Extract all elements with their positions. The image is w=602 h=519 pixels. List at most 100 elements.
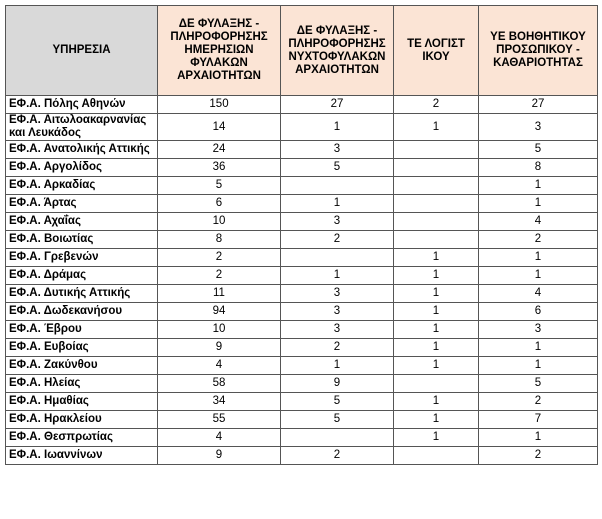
staff-count: 1 xyxy=(393,248,479,267)
staff-count: 2 xyxy=(157,266,281,285)
table-row: ΕΦ.Α. Αργολίδος 36 5 8 xyxy=(5,158,598,177)
office-name: ΕΦ.Α. Ευβοίας xyxy=(5,338,158,357)
staff-count: 1 xyxy=(393,302,479,321)
table-row: ΕΦ.Α. Άρτας 6 1 1 xyxy=(5,194,598,213)
table-row: ΕΦ.Α. Πόλης Αθηνών 150 27 2 27 xyxy=(5,95,598,114)
table-row: ΕΦ.Α. Δυτικής Αττικής 11 3 1 4 xyxy=(5,284,598,303)
staff-count: 5 xyxy=(280,392,394,411)
staff-count: 34 xyxy=(157,392,281,411)
staff-count xyxy=(280,248,394,267)
staff-count: 1 xyxy=(478,248,598,267)
office-name: ΕΦ.Α. Αρκαδίας xyxy=(5,176,158,195)
staff-count: 1 xyxy=(393,392,479,411)
staff-count: 1 xyxy=(393,428,479,447)
header-cell: ΥΕ ΒΟΗΘΗΤΙΚΟΥ ΠΡΟΣΩΠΙΚΟΥ - ΚΑΘΑΡΙΟΤΗΤΑΣ xyxy=(478,5,598,96)
office-name: ΕΦ.Α. Πόλης Αθηνών xyxy=(5,95,158,114)
staff-count: 5 xyxy=(280,410,394,429)
office-name: ΕΦ.Α. Βοιωτίας xyxy=(5,230,158,249)
staff-count: 4 xyxy=(478,284,598,303)
staff-count: 27 xyxy=(280,95,394,114)
staff-count: 24 xyxy=(157,140,281,159)
header-cell: ΔΕ ΦΥΛΑΞΗΣ - ΠΛΗΡΟΦΟΡΗΣΗΣ ΗΜΕΡΗΣΙΩΝ ΦΥΛΑ… xyxy=(157,5,281,96)
staff-count: 2 xyxy=(280,446,394,465)
table-row: ΕΦ.Α. Αιτωλοακαρνανίας και Λευκάδος 14 1 1 3 xyxy=(5,113,598,141)
office-name: ΕΦ.Α. Αιτωλοακαρνανίας και Λευκάδος xyxy=(5,113,158,141)
staff-count: 1 xyxy=(478,356,598,375)
staff-count: 2 xyxy=(280,230,394,249)
office-name: ΕΦ.Α. Δωδεκανήσου xyxy=(5,302,158,321)
staff-count xyxy=(393,158,479,177)
staff-count xyxy=(393,230,479,249)
office-name: ΕΦ.Α. Γρεβενών xyxy=(5,248,158,267)
staff-count: 14 xyxy=(157,113,281,141)
staff-count: 4 xyxy=(157,356,281,375)
table-row: ΕΦ.Α. Γρεβενών 2 1 1 xyxy=(5,248,598,267)
office-name: ΕΦ.Α. Ημαθίας xyxy=(5,392,158,411)
staff-count: 3 xyxy=(478,320,598,339)
table-row: ΕΦ.Α. Ανατολικής Αττικής 24 3 5 xyxy=(5,140,598,159)
staff-count: 1 xyxy=(478,428,598,447)
staff-count: 6 xyxy=(478,302,598,321)
staff-count: 1 xyxy=(393,338,479,357)
staff-count: 1 xyxy=(393,113,479,141)
header-cell: ΔΕ ΦΥΛΑΞΗΣ - ΠΛΗΡΟΦΟΡΗΣΗΣ ΝΥΧΤΟΦΥΛΑΚΩΝ Α… xyxy=(280,5,394,96)
staff-count: 4 xyxy=(157,428,281,447)
staff-count: 1 xyxy=(280,194,394,213)
staff-count: 1 xyxy=(393,284,479,303)
office-name: ΕΦ.Α. Έβρου xyxy=(5,320,158,339)
staff-count: 2 xyxy=(478,446,598,465)
staff-count: 3 xyxy=(280,212,394,231)
table-row: ΕΦ.Α. Ημαθίας 34 5 1 2 xyxy=(5,392,598,411)
staff-count: 2 xyxy=(478,392,598,411)
office-name: ΕΦ.Α. Δυτικής Αττικής xyxy=(5,284,158,303)
staff-count: 5 xyxy=(280,158,394,177)
staff-count: 3 xyxy=(280,320,394,339)
office-name: ΕΦ.Α. Δράμας xyxy=(5,266,158,285)
staff-count: 8 xyxy=(478,158,598,177)
staff-count xyxy=(393,194,479,213)
header-cell: ΥΠΗΡΕΣΙΑ xyxy=(5,5,158,96)
staff-count: 2 xyxy=(280,338,394,357)
staff-count xyxy=(393,374,479,393)
table-row: ΕΦ.Α. Αρκαδίας 5 1 xyxy=(5,176,598,195)
staff-count: 1 xyxy=(393,266,479,285)
staff-count: 10 xyxy=(157,320,281,339)
table-row: ΕΦ.Α. Ευβοίας 9 2 1 1 xyxy=(5,338,598,357)
staff-count: 55 xyxy=(157,410,281,429)
office-name: ΕΦ.Α. Άρτας xyxy=(5,194,158,213)
office-name: ΕΦ.Α. Αχαΐας xyxy=(5,212,158,231)
staff-count: 3 xyxy=(280,302,394,321)
table-row: ΕΦ.Α. Δωδεκανήσου 94 3 1 6 xyxy=(5,302,598,321)
staff-count: 1 xyxy=(393,356,479,375)
staff-count: 5 xyxy=(478,374,598,393)
office-name: ΕΦ.Α. Ηρακλείου xyxy=(5,410,158,429)
table-row: ΕΦ.Α. Θεσπρωτίας 4 1 1 xyxy=(5,428,598,447)
staff-count: 1 xyxy=(478,194,598,213)
staff-count: 9 xyxy=(280,374,394,393)
header-row: ΥΠΗΡΕΣΙΑ ΔΕ ΦΥΛΑΞΗΣ - ΠΛΗΡΟΦΟΡΗΣΗΣ ΗΜΕΡΗ… xyxy=(5,5,598,96)
staff-count: 10 xyxy=(157,212,281,231)
office-name: ΕΦ.Α. Ζακύνθου xyxy=(5,356,158,375)
staff-table: ΥΠΗΡΕΣΙΑ ΔΕ ΦΥΛΑΞΗΣ - ΠΛΗΡΟΦΟΡΗΣΗΣ ΗΜΕΡΗ… xyxy=(5,5,598,465)
staff-count: 1 xyxy=(393,320,479,339)
staff-count: 1 xyxy=(280,356,394,375)
staff-count: 3 xyxy=(478,113,598,141)
table-body: ΕΦ.Α. Πόλης Αθηνών 150 27 2 27 ΕΦ.Α. Αιτωλοακ… xyxy=(5,95,598,465)
table-row: ΕΦ.Α. Ηρακλείου 55 5 1 7 xyxy=(5,410,598,429)
staff-count: 7 xyxy=(478,410,598,429)
staff-count: 150 xyxy=(157,95,281,114)
office-name: ΕΦ.Α. Θεσπρωτίας xyxy=(5,428,158,447)
staff-count: 1 xyxy=(478,266,598,285)
header-cell: ΤΕ ΛΟΓΙΣΤΙΚΟΥ xyxy=(393,5,479,96)
staff-count: 58 xyxy=(157,374,281,393)
staff-count: 1 xyxy=(280,113,394,141)
staff-count xyxy=(393,446,479,465)
table-row: ΕΦ.Α. Δράμας 2 1 1 1 xyxy=(5,266,598,285)
staff-count: 1 xyxy=(393,410,479,429)
office-name: ΕΦ.Α. Ανατολικής Αττικής xyxy=(5,140,158,159)
staff-count: 2 xyxy=(478,230,598,249)
staff-count: 94 xyxy=(157,302,281,321)
staff-count: 6 xyxy=(157,194,281,213)
